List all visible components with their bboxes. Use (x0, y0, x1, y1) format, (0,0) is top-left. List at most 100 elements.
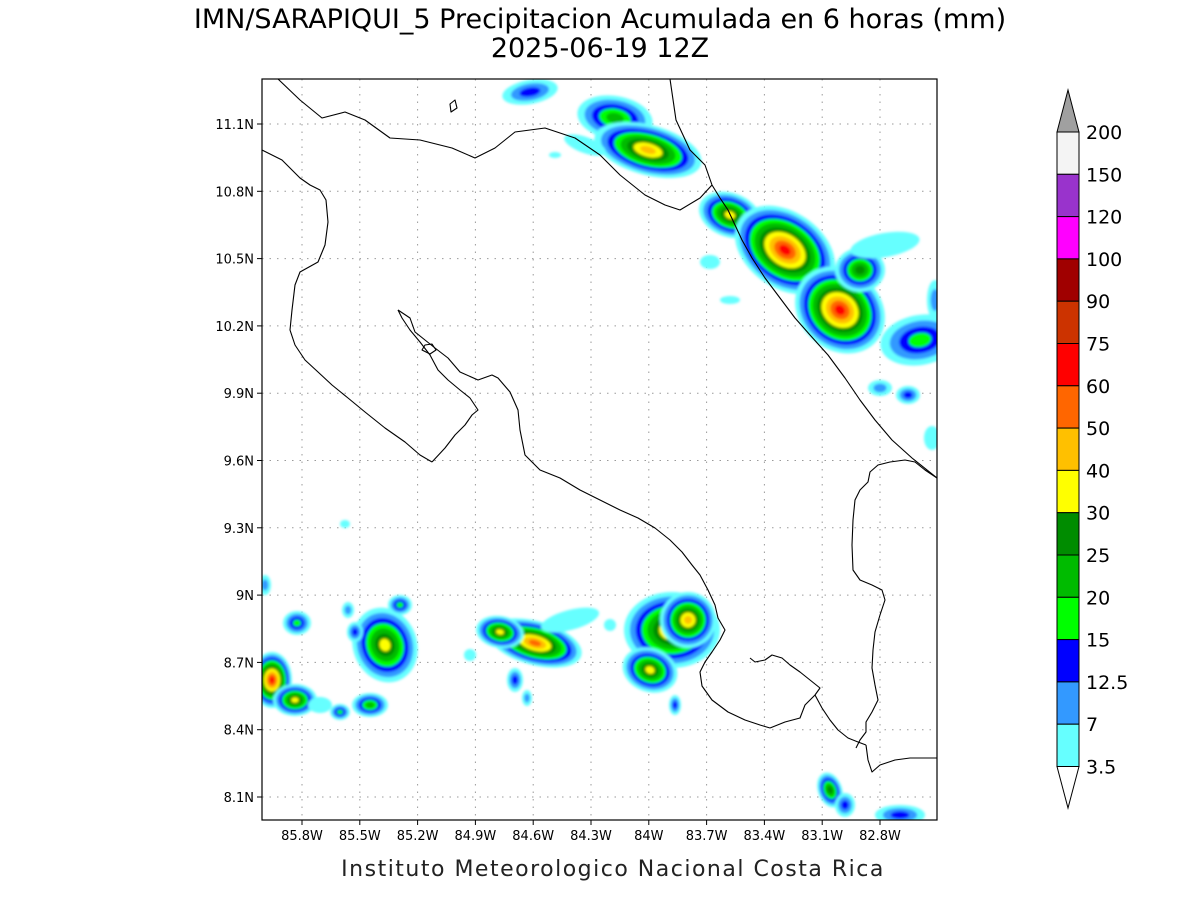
legend-label: 3.5 (1086, 757, 1116, 779)
rain-cell (875, 805, 925, 820)
legend-swatch (1056, 343, 1080, 387)
legend-swatch (1056, 216, 1080, 260)
lon-label: 84W (634, 829, 664, 844)
rain-cell (476, 615, 524, 649)
legend-label: 7 (1086, 714, 1098, 736)
legend-bottom-arrow (1056, 766, 1080, 810)
rain-cell (507, 668, 523, 692)
rain-cell (522, 690, 532, 706)
lat-label: 10.8N (215, 185, 254, 200)
rain-cell (352, 607, 418, 683)
lat-label: 9N (236, 589, 254, 604)
rain-cell (720, 296, 740, 304)
rain-cell (835, 248, 885, 292)
lon-label: 85.8W (281, 829, 323, 844)
rain-cell (283, 611, 311, 635)
legend-swatch (1056, 512, 1080, 556)
rain-cell (540, 607, 600, 633)
rain-cell (502, 79, 558, 105)
lat-label: 8.4N (224, 724, 254, 739)
lon-label: 82.8W (859, 829, 901, 844)
footer-credit: Instituto Meteorologico Nacional Costa R… (341, 857, 885, 882)
lon-label: 83.4W (743, 829, 785, 844)
graticule-grid (262, 79, 937, 820)
rain-cell (330, 704, 350, 720)
rain-cell (669, 695, 681, 715)
rain-cell (549, 152, 561, 158)
legend-label: 90 (1086, 291, 1110, 313)
legend-label: 20 (1086, 587, 1110, 609)
rain-cell (734, 205, 836, 295)
rain-cell (273, 684, 317, 716)
rain-cell (660, 592, 716, 648)
rain-cell (388, 595, 412, 615)
legend-label: 100 (1086, 249, 1122, 271)
rain-cell (308, 697, 332, 713)
legend-label: 15 (1086, 630, 1110, 652)
rain-cell (342, 602, 354, 618)
rain-cell (924, 426, 937, 450)
lat-label: 10.5N (215, 253, 254, 268)
rain-cell (700, 255, 720, 269)
lat-label: 11.1N (215, 118, 254, 133)
precipitation-cells (262, 79, 937, 820)
lat-label: 8.7N (224, 656, 254, 671)
rain-cell (262, 652, 292, 708)
longitude-tick-labels: 85.8W 85.5W 85.2W 84.9W 84.6W 84.3W 84W 83.7W 83… (281, 820, 901, 844)
legend-label: 75 (1086, 334, 1110, 356)
legend-swatch (1056, 173, 1080, 218)
rain-cell (835, 793, 855, 817)
lat-label: 9.3N (224, 522, 254, 537)
rain-cell (262, 575, 271, 595)
rain-cell (817, 772, 843, 808)
legend-label: 40 (1086, 460, 1110, 482)
legend-swatch (1056, 723, 1080, 768)
legend-label: 12.5 (1086, 672, 1128, 694)
rain-cell (347, 622, 363, 642)
lon-label: 84.6W (512, 829, 554, 844)
rain-cell (880, 314, 937, 366)
legend-label: 120 (1086, 207, 1122, 229)
map-datetime: 2025-06-19 12Z (491, 33, 709, 64)
lon-label: 83.7W (686, 829, 728, 844)
legend-swatch (1056, 639, 1080, 683)
legend-swatch (1056, 300, 1080, 345)
rain-cell (340, 520, 350, 528)
rain-cell (896, 386, 920, 404)
legend-label: 200 (1086, 122, 1122, 144)
legend-swatch (1056, 258, 1080, 302)
rain-cell (352, 693, 388, 717)
lon-label: 83.1W (801, 829, 843, 844)
rain-cell (850, 231, 920, 259)
rain-cell (927, 280, 937, 320)
lon-label: 84.9W (454, 829, 496, 844)
rain-cell (622, 647, 678, 693)
legend-label: 60 (1086, 376, 1110, 398)
lat-label: 8.1N (224, 791, 254, 806)
legend-swatch (1056, 554, 1080, 598)
rain-cell (868, 380, 892, 396)
lon-label: 84.3W (570, 829, 612, 844)
lat-label: 9.6N (224, 455, 254, 470)
lon-label: 85.2W (397, 829, 439, 844)
lat-label: 9.9N (224, 387, 254, 402)
latitude-tick-labels: 11.1N 10.8N 10.5N 10.2N 9.9N 9.6N 9.3N 9N 8.7N 8.… (215, 118, 262, 806)
legend-swatch (1056, 131, 1080, 175)
color-legend: 200 150 120 100 90 75 60 50 40 30 25 20 15 12.5 7 3.5 (1056, 88, 1128, 810)
rain-cell (795, 266, 885, 354)
map-frame (261, 78, 938, 821)
legend-label: 150 (1086, 164, 1122, 186)
rain-cell (604, 619, 616, 631)
legend-swatch (1056, 681, 1080, 725)
lat-label: 10.2N (215, 320, 254, 335)
legend-swatch (1056, 596, 1080, 641)
legend-swatch (1056, 427, 1080, 471)
legend-swatch (1056, 385, 1080, 429)
rain-cell (464, 649, 476, 661)
lon-label: 85.5W (339, 829, 381, 844)
coastlines-borders (262, 79, 937, 773)
legend-label: 30 (1086, 503, 1110, 525)
map-title: IMN/SARAPIQUI_5 Precipitacion Acumulada … (194, 4, 1006, 35)
legend-top-arrow (1056, 88, 1080, 133)
